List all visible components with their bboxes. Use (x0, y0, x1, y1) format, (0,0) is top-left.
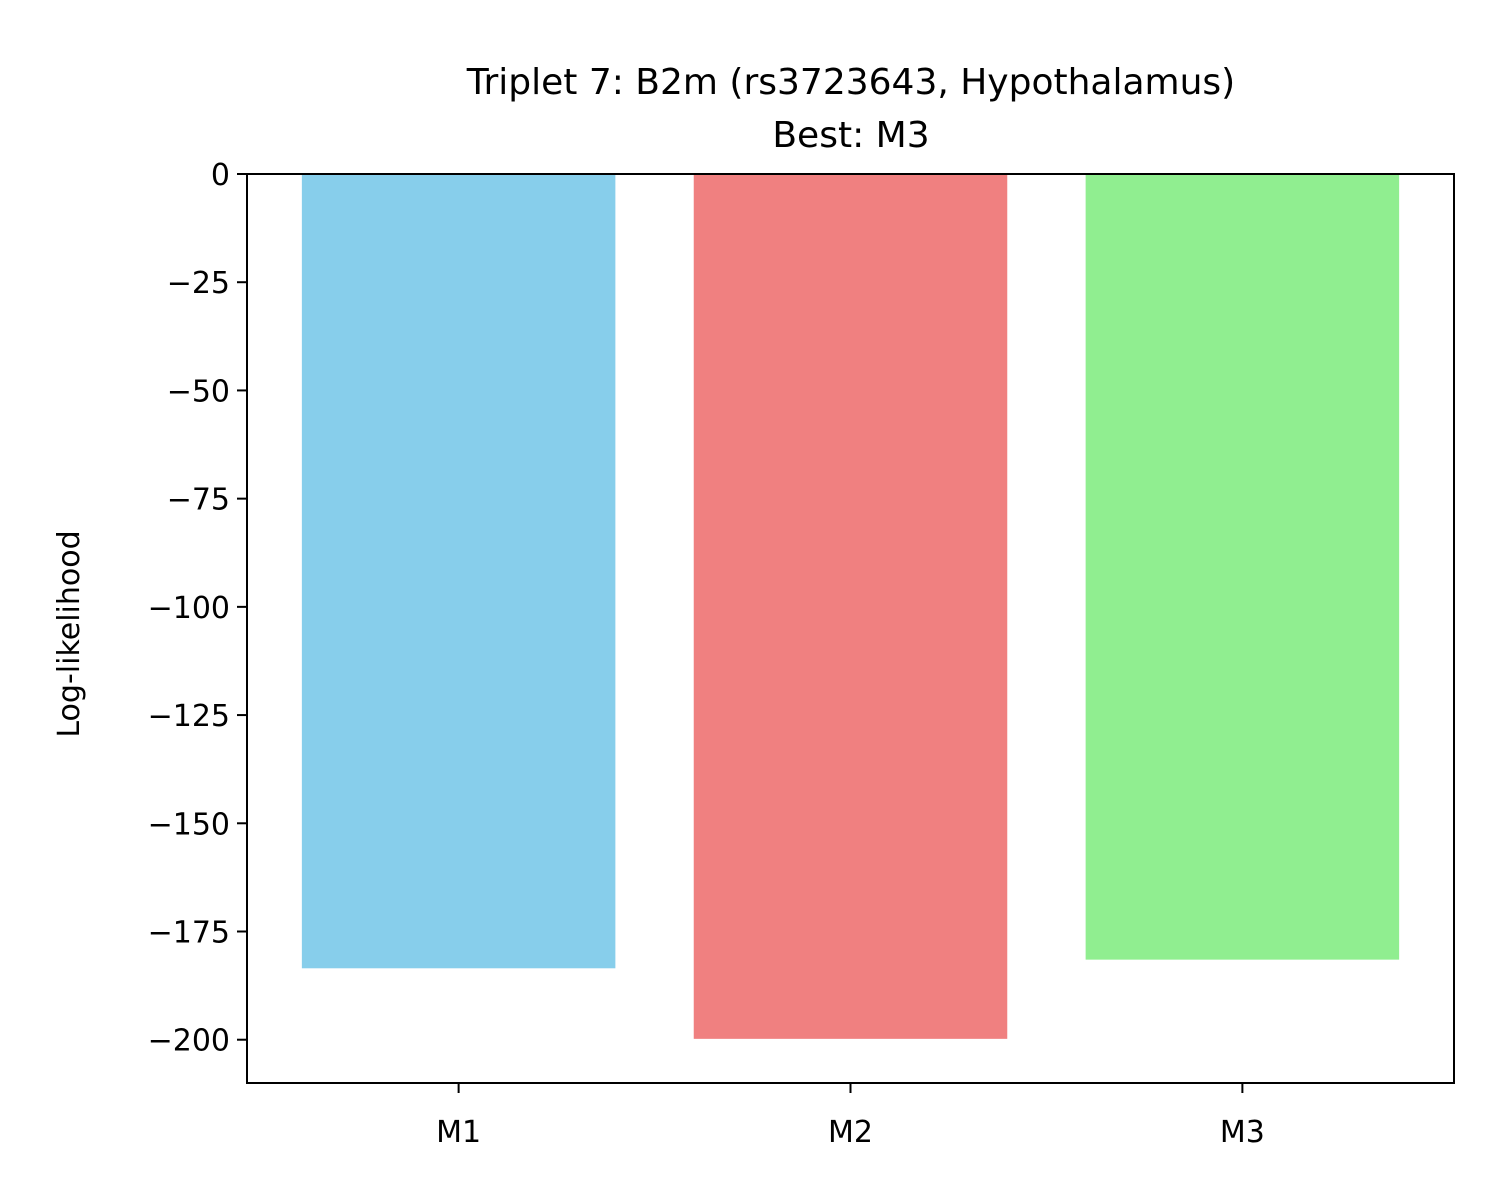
plot-frame (246, 173, 1455, 1084)
bar-m3 (1085, 174, 1400, 960)
y-tick-label: −100 (148, 591, 230, 626)
y-tick-label: −75 (167, 483, 230, 518)
y-tick-label: −50 (167, 374, 230, 409)
y-tick-label: −150 (148, 807, 230, 842)
chart-title: Triplet 7: B2m (rs3723643, Hypothalamus) (466, 62, 1235, 103)
y-axis-ticks: 0 −25 −50 −75 −100 −125 −150 −175 −200 (148, 158, 247, 1059)
bar-m2 (693, 174, 1008, 1039)
x-tick-label: M3 (1220, 1115, 1265, 1150)
x-tick-label: M2 (828, 1115, 873, 1150)
bar-m1 (301, 174, 616, 969)
y-tick-label: 0 (211, 158, 230, 193)
bars-group (301, 174, 1400, 1039)
y-tick-label: −175 (148, 916, 230, 951)
y-tick-label: −200 (148, 1024, 230, 1059)
y-tick-label: −25 (167, 266, 230, 301)
chart-subtitle: Best: M3 (772, 115, 929, 156)
x-tick-label: M1 (436, 1115, 481, 1150)
x-axis-ticks: M1 M2 M3 (436, 1083, 1265, 1150)
y-axis-label: Log-likelihood (52, 530, 87, 737)
y-tick-label: −125 (148, 699, 230, 734)
